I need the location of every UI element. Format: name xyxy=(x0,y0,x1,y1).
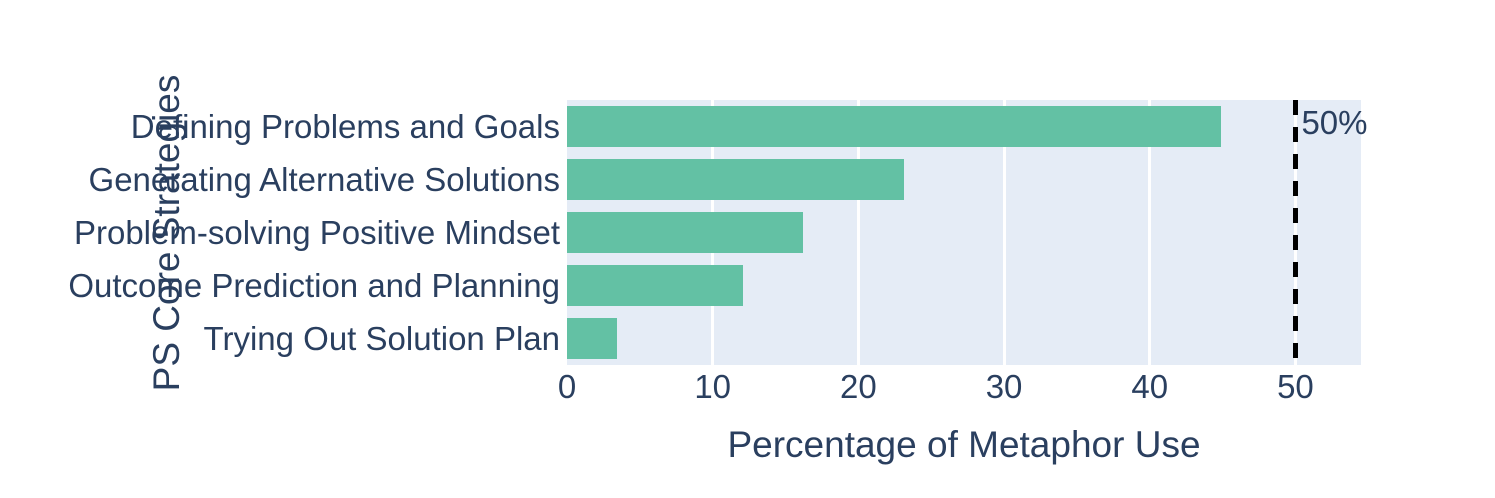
reference-line-label: 50% xyxy=(1301,104,1368,141)
y-tick-label-2: Problem-solving Positive Mindset xyxy=(73,213,560,251)
bar-2 xyxy=(567,212,803,253)
x-tick-label-20: 20 xyxy=(840,368,877,405)
bar-4 xyxy=(567,318,617,359)
y-tick-label-4: Trying Out Solution Plan xyxy=(203,319,560,357)
x-tick-label-10: 10 xyxy=(694,368,732,405)
y-tick-label-0: Defining Problems and Goals xyxy=(130,107,560,145)
bar-3 xyxy=(567,265,744,306)
x-tick-label-30: 30 xyxy=(985,368,1023,405)
gridline-x-30 xyxy=(1002,100,1006,365)
bar-1 xyxy=(567,159,904,200)
x-tick-label-50: 50 xyxy=(1277,368,1314,405)
x-tick-label-40: 40 xyxy=(1131,368,1169,405)
x-axis-title: Percentage of Metaphor Use xyxy=(727,424,1201,465)
gridline-x-20 xyxy=(856,100,860,365)
plot-area xyxy=(567,100,1361,365)
reference-line xyxy=(1292,100,1298,365)
y-tick-label-3: Outcome Prediction and Planning xyxy=(68,266,560,304)
y-tick-label-1: Generating Alternative Solutions xyxy=(88,160,560,198)
x-tick-label-0: 0 xyxy=(557,368,577,405)
gridline-x-40 xyxy=(1148,100,1152,365)
bar-0 xyxy=(567,106,1222,147)
